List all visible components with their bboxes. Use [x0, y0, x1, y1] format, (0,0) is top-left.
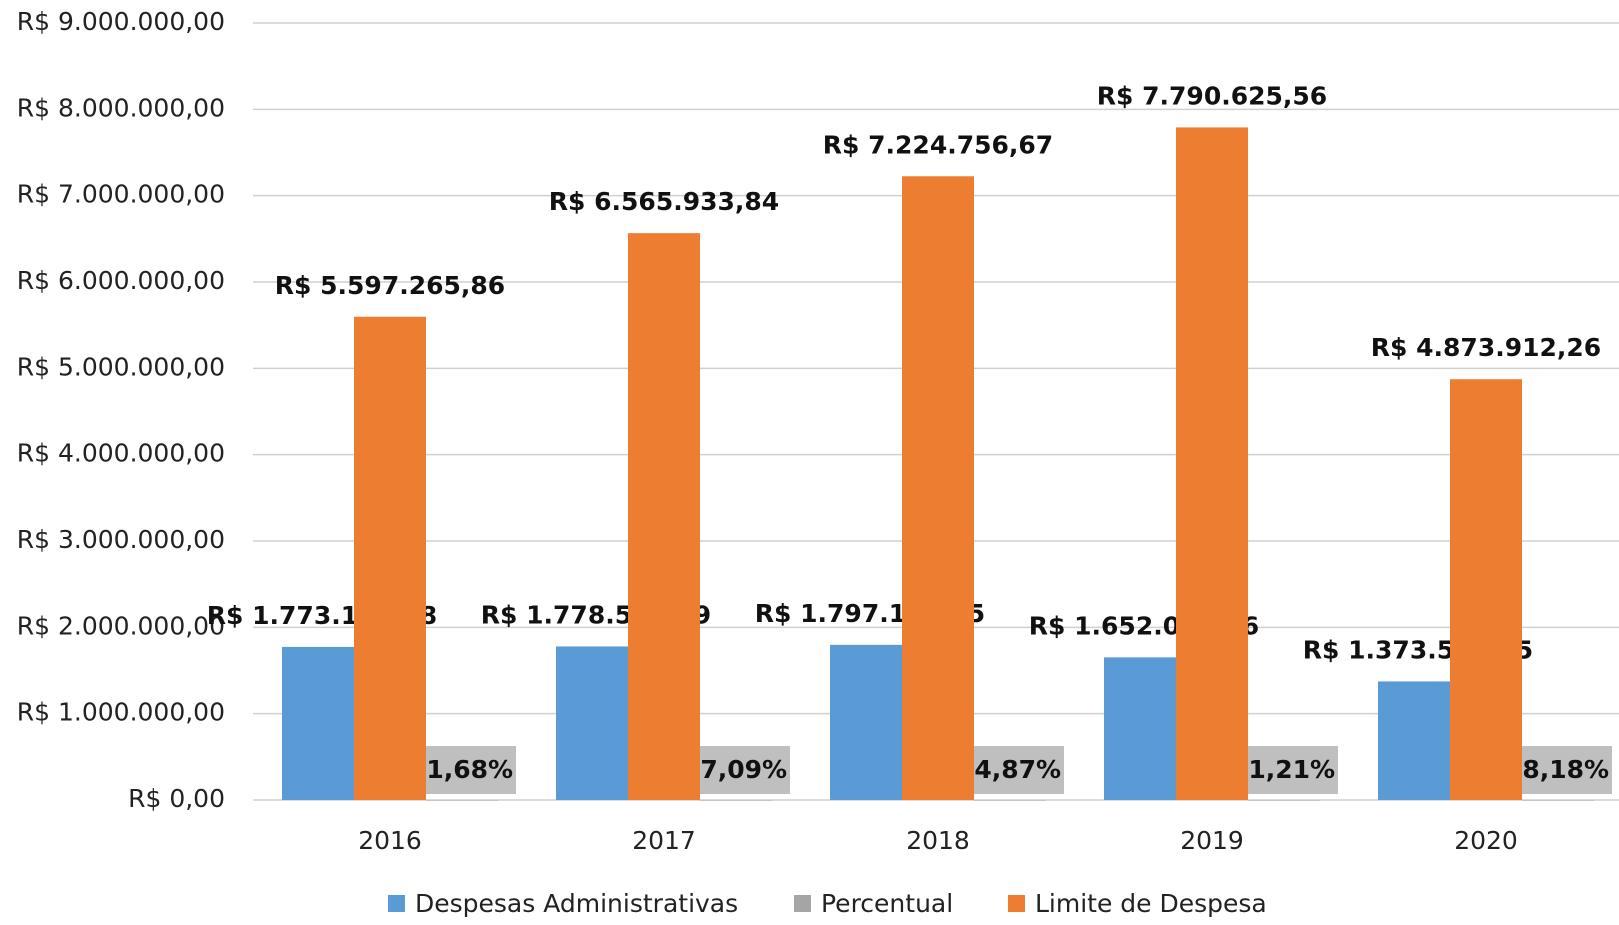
- data-label: R$ 7.790.625,56: [1097, 81, 1327, 110]
- data-label: 24,87%: [957, 755, 1061, 784]
- bar: [700, 799, 772, 801]
- x-tick-label: 2020: [1454, 826, 1518, 855]
- y-tick-label: R$ 0,00: [128, 784, 225, 813]
- y-tick-label: R$ 9.000.000,00: [17, 7, 225, 36]
- bar: [282, 646, 354, 800]
- y-tick-label: R$ 8.000.000,00: [17, 93, 225, 122]
- y-tick-label: R$ 5.000.000,00: [17, 352, 225, 381]
- legend-label: Despesas Administrativas: [415, 889, 738, 918]
- x-tick-label: 2019: [1180, 826, 1244, 855]
- data-label: 21,21%: [1231, 755, 1335, 784]
- bar: [1522, 799, 1594, 801]
- data-label: 31,68%: [409, 755, 513, 784]
- y-tick-label: R$ 3.000.000,00: [17, 525, 225, 554]
- data-label: R$ 6.565.933,84: [549, 187, 779, 216]
- bar: [830, 644, 902, 800]
- data-label: R$ 4.873.912,26: [1371, 333, 1601, 362]
- legend-swatch: [388, 895, 405, 912]
- bar: [1378, 681, 1450, 800]
- data-label: 27,09%: [683, 755, 787, 784]
- y-tick-label: R$ 7.000.000,00: [17, 180, 225, 209]
- y-tick-label: R$ 4.000.000,00: [17, 439, 225, 468]
- data-label: 28,18%: [1505, 755, 1609, 784]
- y-tick-label: R$ 6.000.000,00: [17, 266, 225, 295]
- y-tick-label: R$ 1.000.000,00: [17, 698, 225, 727]
- x-tick-label: 2016: [358, 826, 422, 855]
- x-tick-label: 2018: [906, 826, 970, 855]
- bar: [556, 646, 628, 800]
- bar: [426, 799, 498, 801]
- bar: [1248, 799, 1320, 801]
- bar: [902, 176, 974, 800]
- bar: [1450, 379, 1522, 800]
- data-label: R$ 7.224.756,67: [823, 130, 1053, 159]
- bar: [974, 799, 1046, 801]
- x-tick-label: 2017: [632, 826, 696, 855]
- legend-label: Limite de Despesa: [1035, 889, 1267, 918]
- data-label: R$ 5.597.265,86: [275, 271, 505, 300]
- legend-swatch: [1008, 895, 1025, 912]
- y-tick-label: R$ 2.000.000,00: [17, 611, 225, 640]
- bar: [1104, 657, 1176, 800]
- bar: [354, 316, 426, 800]
- bar: [1176, 127, 1248, 801]
- legend-label: Percentual: [821, 889, 953, 918]
- legend-swatch: [794, 895, 811, 912]
- bar: [628, 233, 700, 800]
